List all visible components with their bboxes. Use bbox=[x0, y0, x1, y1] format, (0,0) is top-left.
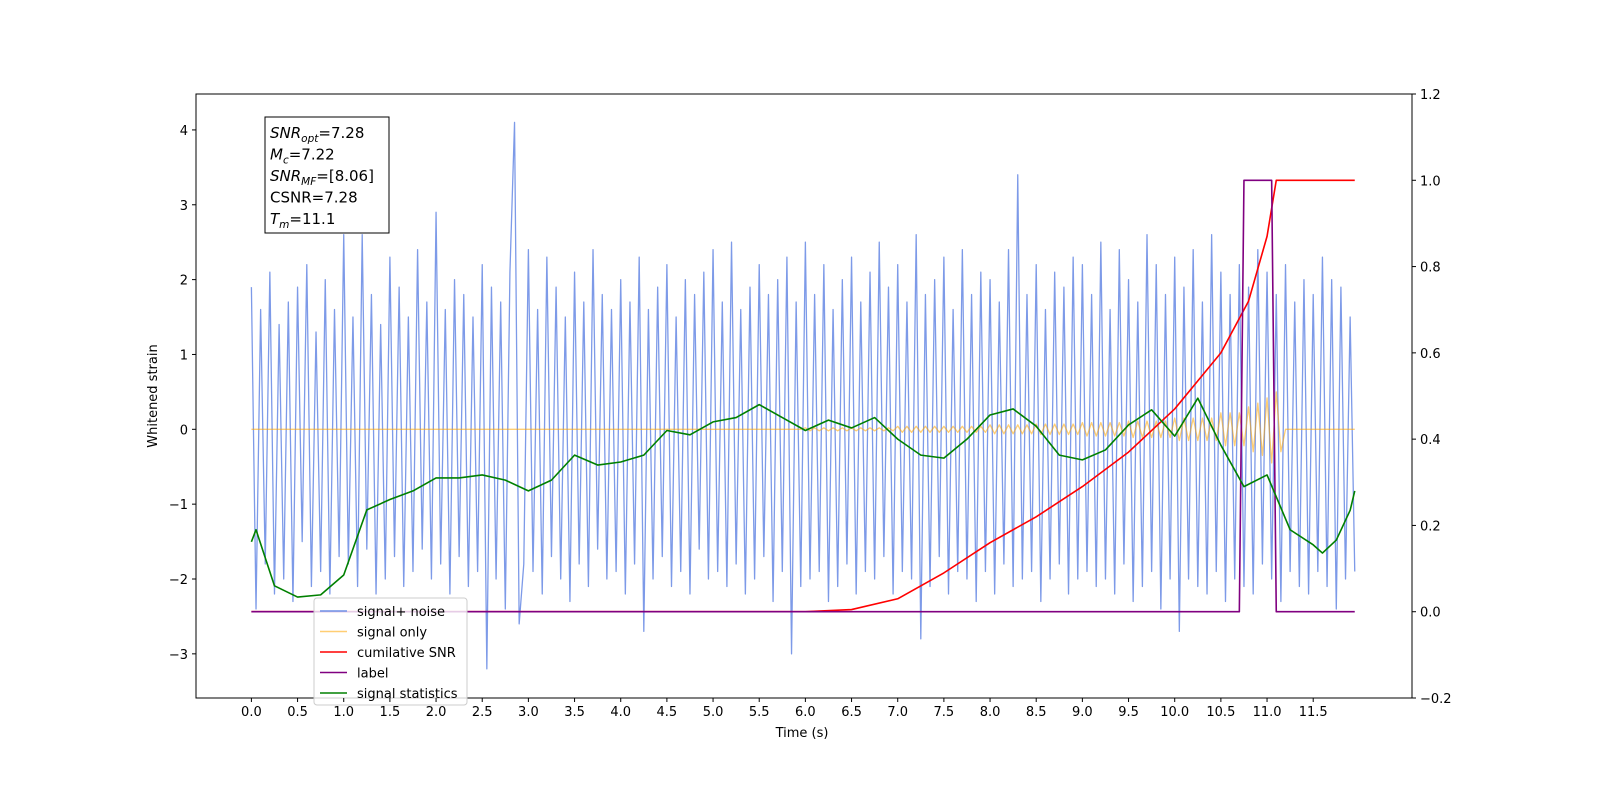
y2-tick-label: 0.4 bbox=[1420, 433, 1441, 448]
legend-label: cumilative SNR bbox=[357, 646, 456, 661]
y-tick-label: 4 bbox=[180, 124, 188, 139]
x-tick-label: 4.0 bbox=[610, 705, 631, 720]
annotation-symbol: SNR bbox=[270, 124, 301, 142]
y2-tick-label: 1.2 bbox=[1420, 88, 1441, 103]
x-tick-label: 4.5 bbox=[657, 705, 678, 720]
annotation-subscript: c bbox=[283, 155, 289, 167]
annotation-symbol: M bbox=[270, 146, 283, 164]
annotation-value: =7.28 bbox=[318, 124, 364, 142]
x-tick-label: 3.0 bbox=[518, 705, 539, 720]
x-tick-label: 0.5 bbox=[287, 705, 308, 720]
y2-tick-label: 1.0 bbox=[1420, 174, 1441, 189]
x-tick-label: 8.5 bbox=[1026, 705, 1047, 720]
annotation-text: CSNR=7.28 bbox=[270, 189, 358, 207]
y2-tick-label: 0.2 bbox=[1420, 519, 1441, 534]
x-tick-label: 9.0 bbox=[1072, 705, 1093, 720]
legend-label: signal statistics bbox=[357, 687, 458, 702]
annotation-frame bbox=[264, 116, 390, 234]
annotation-value: =11.1 bbox=[289, 210, 335, 228]
y-tick-label: −2 bbox=[169, 573, 188, 588]
annotation-symbol: T bbox=[270, 210, 281, 228]
x-tick-label: 9.5 bbox=[1118, 705, 1139, 720]
series-line bbox=[250, 397, 1356, 598]
annotation-value: =7.28 bbox=[312, 189, 358, 207]
y-tick-label: 3 bbox=[180, 199, 188, 214]
y2-tick-label: 0.8 bbox=[1420, 261, 1441, 276]
x-tick-label: 1.5 bbox=[380, 705, 401, 720]
annotation-value: =7.22 bbox=[289, 146, 335, 164]
y-tick-label: 0 bbox=[180, 423, 188, 438]
x-tick-label: 2.5 bbox=[472, 705, 493, 720]
annotation-symbol: SNR bbox=[270, 167, 301, 185]
y-axis-label: Whitened strain bbox=[146, 344, 161, 447]
x-tick-label: 11.0 bbox=[1253, 705, 1282, 720]
y2-tick-label: 0.6 bbox=[1420, 347, 1441, 362]
annotation-text: SNRMF=[8.06] bbox=[270, 167, 374, 188]
legend-label: signal+ noise bbox=[357, 605, 445, 620]
x-tick-label: 10.5 bbox=[1206, 705, 1235, 720]
x-tick-label: 2.0 bbox=[426, 705, 447, 720]
y-tick-label: −3 bbox=[169, 648, 188, 663]
plot-area bbox=[250, 121, 1356, 670]
legend-frame bbox=[313, 597, 468, 706]
x-axis-label: Time (s) bbox=[775, 726, 829, 741]
x-tick-label: 7.0 bbox=[887, 705, 908, 720]
legend-label: label bbox=[357, 667, 388, 682]
annotation-value: =[8.06] bbox=[316, 167, 374, 185]
y2-tick-label: 0.0 bbox=[1420, 606, 1441, 621]
x-tick-label: 5.0 bbox=[703, 705, 724, 720]
annotation-symbol: CSNR bbox=[270, 189, 312, 207]
x-tick-label: 7.5 bbox=[934, 705, 955, 720]
axes-frame bbox=[195, 93, 1413, 699]
x-tick-label: 11.5 bbox=[1299, 705, 1328, 720]
series-line bbox=[250, 121, 1356, 670]
x-tick-label: 6.5 bbox=[841, 705, 862, 720]
series-line bbox=[251, 179, 1355, 613]
annotation-text: Mc=7.22 bbox=[270, 146, 335, 167]
x-tick-label: 8.0 bbox=[980, 705, 1001, 720]
annotation-box: SNRopt=7.28Mc=7.22SNRMF=[8.06]CSNR=7.28T… bbox=[264, 116, 390, 234]
annotation-subscript: m bbox=[279, 219, 289, 231]
annotation-text: Tm=11.1 bbox=[270, 210, 335, 231]
annotation-text: SNRopt=7.28 bbox=[270, 124, 364, 145]
x-tick-label: 10.0 bbox=[1160, 705, 1189, 720]
y-tick-label: 1 bbox=[180, 348, 188, 363]
y-tick-label: −1 bbox=[169, 498, 188, 513]
x-tick-label: 5.5 bbox=[749, 705, 770, 720]
x-tick-label: 3.5 bbox=[564, 705, 585, 720]
y2-tick-label: −0.2 bbox=[1420, 692, 1452, 707]
x-tick-label: 0.0 bbox=[241, 705, 262, 720]
legend-label: signal only bbox=[357, 626, 427, 641]
y-tick-label: 2 bbox=[180, 274, 188, 289]
legend: signal+ noise signal only cumilative SNR la… bbox=[313, 597, 468, 706]
annotation-subscript: MF bbox=[301, 176, 317, 188]
x-tick-label: 6.0 bbox=[795, 705, 816, 720]
x-tick-label: 1.0 bbox=[333, 705, 354, 720]
annotation-subscript: opt bbox=[301, 133, 319, 145]
